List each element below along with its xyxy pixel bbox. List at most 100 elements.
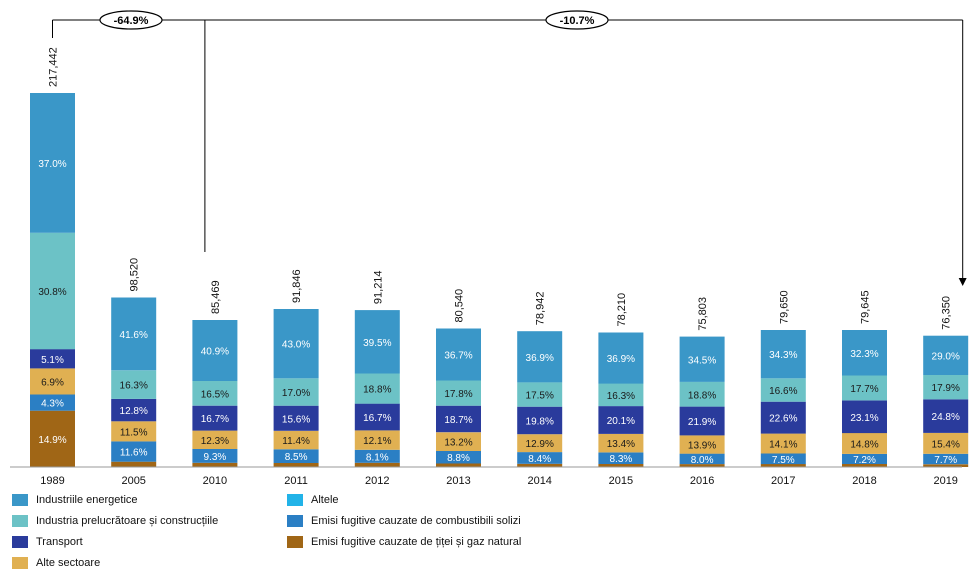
bar-segment <box>436 432 481 451</box>
segment-label: 17.8% <box>444 389 472 400</box>
bar-segment <box>354 430 400 450</box>
segment-label: 30.8% <box>38 287 66 298</box>
bar-segment <box>679 453 725 465</box>
legend-swatch <box>12 536 28 548</box>
bar-segment <box>111 421 157 442</box>
x-tick-label: 2013 <box>446 475 470 487</box>
legend-item-transport: Transport <box>12 536 83 548</box>
legend-label: Emisi fugitive cauzate de combustibili s… <box>311 515 521 527</box>
legend-swatch <box>287 494 303 506</box>
segment-label: 14.1% <box>769 440 797 451</box>
bar-segment <box>111 398 157 422</box>
segment-label: 16.3% <box>120 381 148 392</box>
legend-item-altele: Altele <box>287 494 339 506</box>
bar-total-label: 217,442 <box>48 47 60 87</box>
annotation-layer: -64.9% -10.7% <box>52 10 967 286</box>
bar-segment <box>842 330 887 376</box>
segment-label: 24.8% <box>932 412 960 423</box>
legend-label: Altele <box>311 494 339 506</box>
bar-total-label: 91,846 <box>291 269 303 303</box>
bar-segment <box>436 451 481 464</box>
segment-label: 12.3% <box>201 436 229 447</box>
bar-segment <box>842 433 887 454</box>
bar-segment <box>436 328 481 381</box>
legend-label: Transport <box>36 536 83 548</box>
bar-segment <box>30 232 75 350</box>
bar-segment <box>760 453 806 465</box>
segment-label: 12.9% <box>526 439 554 450</box>
bar-segment <box>273 378 319 406</box>
bar-segment <box>192 462 238 467</box>
bar-segment <box>760 464 806 467</box>
bar-segment <box>679 381 725 407</box>
legend-swatch <box>287 536 303 548</box>
bar-segment <box>598 332 644 384</box>
bar-segment <box>30 410 75 467</box>
segment-label: 43.0% <box>282 340 310 351</box>
bar-segment <box>517 434 563 453</box>
segment-label: 15.6% <box>282 414 310 425</box>
segment-label: 13.9% <box>688 441 716 452</box>
legend-label: Industria prelucrătoare și construcțiile <box>36 515 219 527</box>
bar-segment <box>598 464 644 467</box>
bar-segment <box>842 453 887 464</box>
bar-segment <box>679 435 725 454</box>
segment-label: 6.9% <box>41 377 64 388</box>
segment-label: 34.5% <box>688 355 716 366</box>
legend-swatch <box>12 515 28 527</box>
legend-label: Emisi fugitive cauzate de țiței și gaz n… <box>311 536 522 548</box>
segment-label: 17.0% <box>282 388 310 399</box>
bar-segment <box>192 430 238 449</box>
annotation-64-9-label: -64.9% <box>114 15 149 27</box>
legend-item-fugitive-titei: Emisi fugitive cauzate de țiței și gaz n… <box>287 536 521 548</box>
x-tick-label: 2015 <box>609 475 633 487</box>
segment-label: 14.8% <box>850 440 878 451</box>
bar-segment <box>517 452 563 464</box>
bar-segment <box>192 381 238 406</box>
legend-label: Industriile energetice <box>36 494 138 506</box>
segment-label: 15.4% <box>932 439 960 450</box>
segment-label: 5.1% <box>41 355 64 366</box>
bar-segment <box>30 368 75 395</box>
bar-segment <box>273 463 319 467</box>
bar-total-label: 79,645 <box>860 290 872 324</box>
segment-label: 8.5% <box>285 452 308 463</box>
segment-label: 34.3% <box>769 350 797 361</box>
x-tick-label: 2010 <box>203 475 227 487</box>
bar-total-label: 75,803 <box>697 297 709 331</box>
segment-label: 36.9% <box>607 354 635 365</box>
annotation-64-9-bubble <box>99 10 163 30</box>
bar-segment <box>354 462 400 467</box>
bar-segment <box>842 400 887 434</box>
segment-label: 13.4% <box>607 439 635 450</box>
bar-segment <box>923 464 969 467</box>
segment-label: 11.5% <box>120 427 148 438</box>
x-tick-label: 1989 <box>40 475 64 487</box>
bar-segment <box>760 330 806 379</box>
labels-layer: 14.9% 4.3% 6.9% 5.1% 30.8% 37.0% 217,442 1989 11… <box>38 47 960 487</box>
segment-label: 18.7% <box>444 415 472 426</box>
bar-segment <box>111 297 157 371</box>
bar-total-label: 98,520 <box>129 258 141 292</box>
bar-segment <box>30 349 75 369</box>
bar-total-label: 91,214 <box>372 270 384 304</box>
segment-label: 4.3% <box>41 399 64 410</box>
segment-label: 16.7% <box>363 413 391 424</box>
x-tick-label: 2014 <box>527 475 551 487</box>
bar-segment <box>923 375 969 400</box>
bar-segment <box>111 461 157 467</box>
bar-segment <box>273 449 319 463</box>
bar-segment <box>517 406 563 435</box>
legend-swatch <box>12 494 28 506</box>
segment-label: 17.9% <box>932 383 960 394</box>
segment-label: 39.5% <box>363 338 391 349</box>
legend-label: Alte sectoare <box>36 557 101 569</box>
bar-segment <box>354 310 400 374</box>
segment-label: 20.1% <box>607 416 635 427</box>
bar-segment <box>923 453 969 465</box>
segment-label: 18.8% <box>363 385 391 396</box>
bar-segment <box>517 382 563 407</box>
segment-label: 8.3% <box>610 454 633 465</box>
annotation-10-7-bubble <box>545 10 609 30</box>
bar-total-label: 85,469 <box>210 280 222 314</box>
